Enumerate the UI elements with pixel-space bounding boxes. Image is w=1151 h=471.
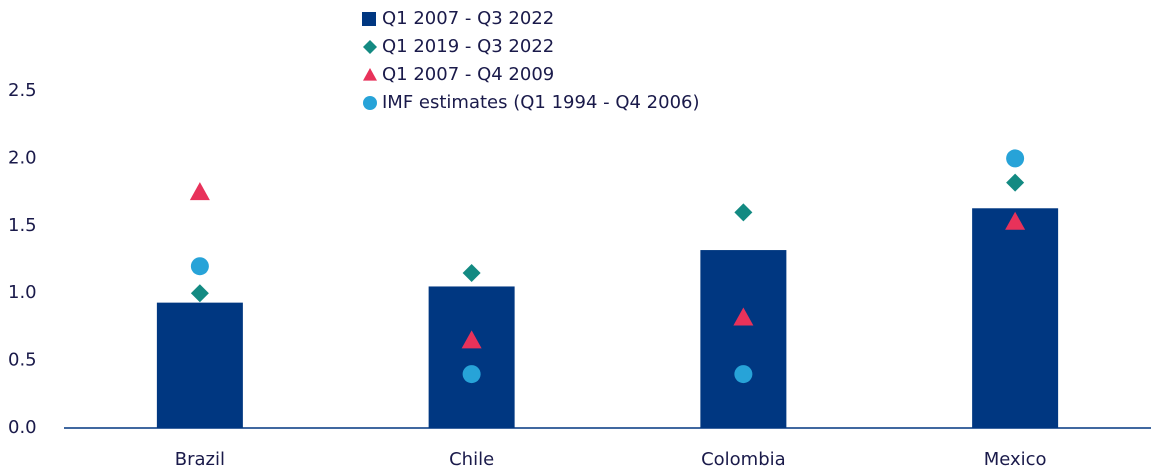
triangle-marker <box>733 307 754 326</box>
triangle-marker <box>189 182 210 201</box>
y-tick-label: 2.5 <box>8 80 37 101</box>
y-tick-label: 1.5 <box>8 215 37 236</box>
triangle-marker <box>1005 211 1026 230</box>
legend-swatch <box>362 12 376 26</box>
legend-label: Q1 2007 - Q3 2022 <box>382 8 554 29</box>
bar <box>156 302 243 428</box>
y-tick-label: 0.5 <box>8 350 37 371</box>
circle-marker <box>1006 149 1025 168</box>
y-tick-label: 2.0 <box>8 147 37 168</box>
y-tick-label: 0.0 <box>8 417 37 438</box>
x-tick-label: Mexico <box>984 449 1047 470</box>
diamond-marker <box>363 40 377 54</box>
circle-marker <box>734 365 753 384</box>
bar <box>972 208 1059 428</box>
x-tick-label: Chile <box>449 449 494 470</box>
diamond-marker <box>1006 173 1025 192</box>
diamond-marker <box>462 263 481 282</box>
circle-marker <box>363 96 377 110</box>
legend-label: Q1 2019 - Q3 2022 <box>382 36 554 57</box>
bar <box>428 286 515 428</box>
triangle-marker <box>461 330 482 349</box>
legend-label: Q1 2007 - Q4 2009 <box>382 64 554 85</box>
x-tick-label: Brazil <box>175 449 225 470</box>
x-tick-label: Colombia <box>701 449 786 470</box>
triangle-marker <box>363 68 377 81</box>
diamond-marker <box>734 203 753 222</box>
diamond-marker <box>190 284 209 303</box>
legend-label: IMF estimates (Q1 1994 - Q4 2006) <box>382 92 700 113</box>
y-tick-label: 1.0 <box>8 282 37 303</box>
circle-marker <box>462 365 481 384</box>
circle-marker <box>190 257 209 276</box>
bar <box>700 250 787 428</box>
